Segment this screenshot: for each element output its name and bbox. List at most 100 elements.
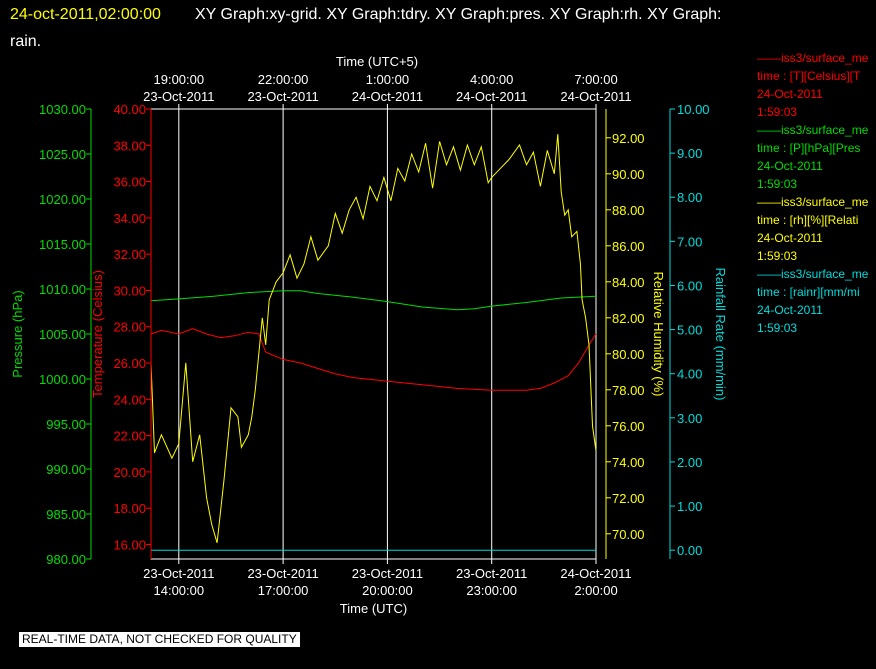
legend-rain-time: 1:59:03 <box>757 321 798 335</box>
series-pres-line <box>150 290 597 311</box>
graph-list: XY Graph:xy-grid. XY Graph:tdry. XY Grap… <box>195 6 721 23</box>
graph-list-continued: rain. <box>10 33 41 50</box>
legend-pres-label: time : [P][hPa][Pres <box>757 141 861 155</box>
humidity-tick-label-7: 84.00 <box>612 275 645 290</box>
pressure-tick-label-6: 1010.00 <box>39 282 86 297</box>
pressure-tick-label-4: 1000.00 <box>39 372 86 387</box>
pressure-tick-label-8: 1020.00 <box>39 192 86 207</box>
bottom-tick-time-3: 23:00:00 <box>466 583 517 598</box>
humidity-tick-label-6: 82.00 <box>612 311 645 326</box>
bottom-tick-time-1: 17:00:00 <box>258 583 309 598</box>
legend-tdry-label: time : [T][Celsius][T <box>757 69 861 83</box>
rainfall-tick-label-8: 8.00 <box>677 190 702 205</box>
pressure-tick-label-2: 990.00 <box>46 462 86 477</box>
temperature-tick-label-1: 18.00 <box>113 501 146 516</box>
pressure-tick-label-9: 1025.00 <box>39 147 86 162</box>
top-tick-time-4: 7:00:00 <box>574 72 617 87</box>
temperature-tick-label-2: 20.00 <box>113 465 146 480</box>
legend-rain-date: 24-Oct-2011 <box>757 303 823 317</box>
bottom-axis-title: Time (UTC) <box>340 601 407 616</box>
legend-rh-label: time : [rh][%][Relati <box>757 213 859 227</box>
series-group <box>150 134 597 551</box>
legend-pres-line: ——iss3/surface_me <box>757 123 869 137</box>
temperature-tick-label-0: 16.00 <box>113 537 146 552</box>
axes-group: 23-Oct-2011 14:00:00 23-Oct-2011 17:00:00 23… <box>10 54 728 616</box>
top-tick-date-0: 23-Oct-2011 <box>143 89 214 104</box>
rainfall-tick-label-3: 3.00 <box>677 411 702 426</box>
bottom-tick-date-3: 23-Oct-2011 <box>456 566 527 581</box>
temperature-tick-label-5: 26.00 <box>113 356 146 371</box>
pressure-tick-label-5: 1005.00 <box>39 327 86 342</box>
humidity-tick-label-4: 78.00 <box>612 383 645 398</box>
plot-frame <box>150 108 597 560</box>
legend-tdry-line: ——iss3/surface_me <box>757 51 869 65</box>
humidity-tick-label-10: 90.00 <box>612 167 645 182</box>
series-rh-line <box>150 134 597 543</box>
bottom-tick-date-1: 23-Oct-2011 <box>247 566 318 581</box>
rainfall-tick-label-10: 10.00 <box>677 102 710 117</box>
rainfall-tick-label-2: 2.00 <box>677 455 702 470</box>
pressure-tick-label-3: 995.00 <box>46 417 86 432</box>
rainfall-axis-title: Rainfall Rate (mm/min) <box>713 268 728 401</box>
top-tick-date-1: 23-Oct-2011 <box>247 89 318 104</box>
legend-pres-date: 24-Oct-2011 <box>757 159 823 173</box>
series-tdry-line <box>150 328 597 391</box>
legend-rh-line: ——iss3/surface_me <box>757 195 869 209</box>
top-tick-time-0: 19:00:00 <box>154 72 205 87</box>
bottom-tick-time-2: 20:00:00 <box>362 583 413 598</box>
rainfall-tick-label-4: 4.00 <box>677 367 702 382</box>
top-tick-date-4: 24-Oct-2011 <box>560 89 631 104</box>
temperature-tick-label-11: 38.00 <box>113 138 146 153</box>
grid-lines <box>178 109 493 559</box>
quality-notice: REAL-TIME DATA, NOT CHECKED FOR QUALITY <box>19 632 300 647</box>
humidity-tick-label-0: 70.00 <box>612 527 645 542</box>
rainfall-tick-label-0: 0.00 <box>677 543 702 558</box>
legend-tdry-time: 1:59:03 <box>757 105 798 119</box>
temperature-tick-label-10: 36.00 <box>113 175 146 190</box>
top-tick-time-2: 1:00:00 <box>366 72 409 87</box>
pressure-tick-label-0: 980.00 <box>46 552 86 567</box>
humidity-tick-label-11: 92.00 <box>612 131 645 146</box>
humidity-tick-label-3: 76.00 <box>612 419 645 434</box>
temperature-tick-label-4: 24.00 <box>113 392 146 407</box>
pressure-tick-label-10: 1030.00 <box>39 102 86 117</box>
temperature-tick-label-8: 32.00 <box>113 247 146 262</box>
top-tick-date-3: 24-Oct-2011 <box>456 89 527 104</box>
rainfall-tick-label-7: 7.00 <box>677 234 702 249</box>
top-tick-date-2: 24-Oct-2011 <box>352 89 423 104</box>
humidity-tick-label-2: 74.00 <box>612 455 645 470</box>
legend-rh-date: 24-Oct-2011 <box>757 231 823 245</box>
temperature-tick-label-7: 30.00 <box>113 283 146 298</box>
rainfall-tick-label-1: 1.00 <box>677 499 702 514</box>
temperature-tick-label-6: 28.00 <box>113 320 146 335</box>
rainfall-tick-label-9: 9.00 <box>677 146 702 161</box>
legend-pres-time: 1:59:03 <box>757 177 798 191</box>
rainfall-tick-label-6: 6.00 <box>677 278 702 293</box>
top-axis-title: Time (UTC+5) <box>336 54 418 69</box>
humidity-tick-label-1: 72.00 <box>612 491 645 506</box>
pressure-axis-title: Pressure (hPa) <box>10 290 25 377</box>
bottom-tick-date-0: 23-Oct-2011 <box>143 566 214 581</box>
humidity-tick-label-5: 80.00 <box>612 347 645 362</box>
top-tick-time-1: 22:00:00 <box>258 72 309 87</box>
bottom-tick-date-2: 23-Oct-2011 <box>352 566 423 581</box>
legend-rain-label: time : [rainr][mm/mi <box>757 285 860 299</box>
legend: ——iss3/surface_me time : [T][Celsius][T … <box>757 49 868 337</box>
bottom-tick-time-4: 2:00:00 <box>574 583 617 598</box>
bottom-tick-time-0: 14:00:00 <box>154 583 205 598</box>
temperature-tick-label-9: 34.00 <box>113 211 146 226</box>
humidity-axis-title: Relative Humidity (%) <box>651 272 666 397</box>
temperature-axis-title: Temperature (Celsius) <box>90 270 105 398</box>
temperature-tick-label-12: 40.00 <box>113 102 146 117</box>
pressure-tick-label-7: 1015.00 <box>39 237 86 252</box>
timestamp: 24-oct-2011,02:00:00 <box>10 6 161 23</box>
temperature-tick-label-3: 22.00 <box>113 429 146 444</box>
top-tick-time-3: 4:00:00 <box>470 72 513 87</box>
legend-rh-time: 1:59:03 <box>757 249 798 263</box>
humidity-tick-label-8: 86.00 <box>612 239 645 254</box>
rainfall-tick-label-5: 5.00 <box>677 323 702 338</box>
bottom-tick-date-4: 24-Oct-2011 <box>560 566 631 581</box>
legend-rain-line: ——iss3/surface_me <box>757 267 869 281</box>
legend-tdry-date: 24-Oct-2011 <box>757 87 823 101</box>
